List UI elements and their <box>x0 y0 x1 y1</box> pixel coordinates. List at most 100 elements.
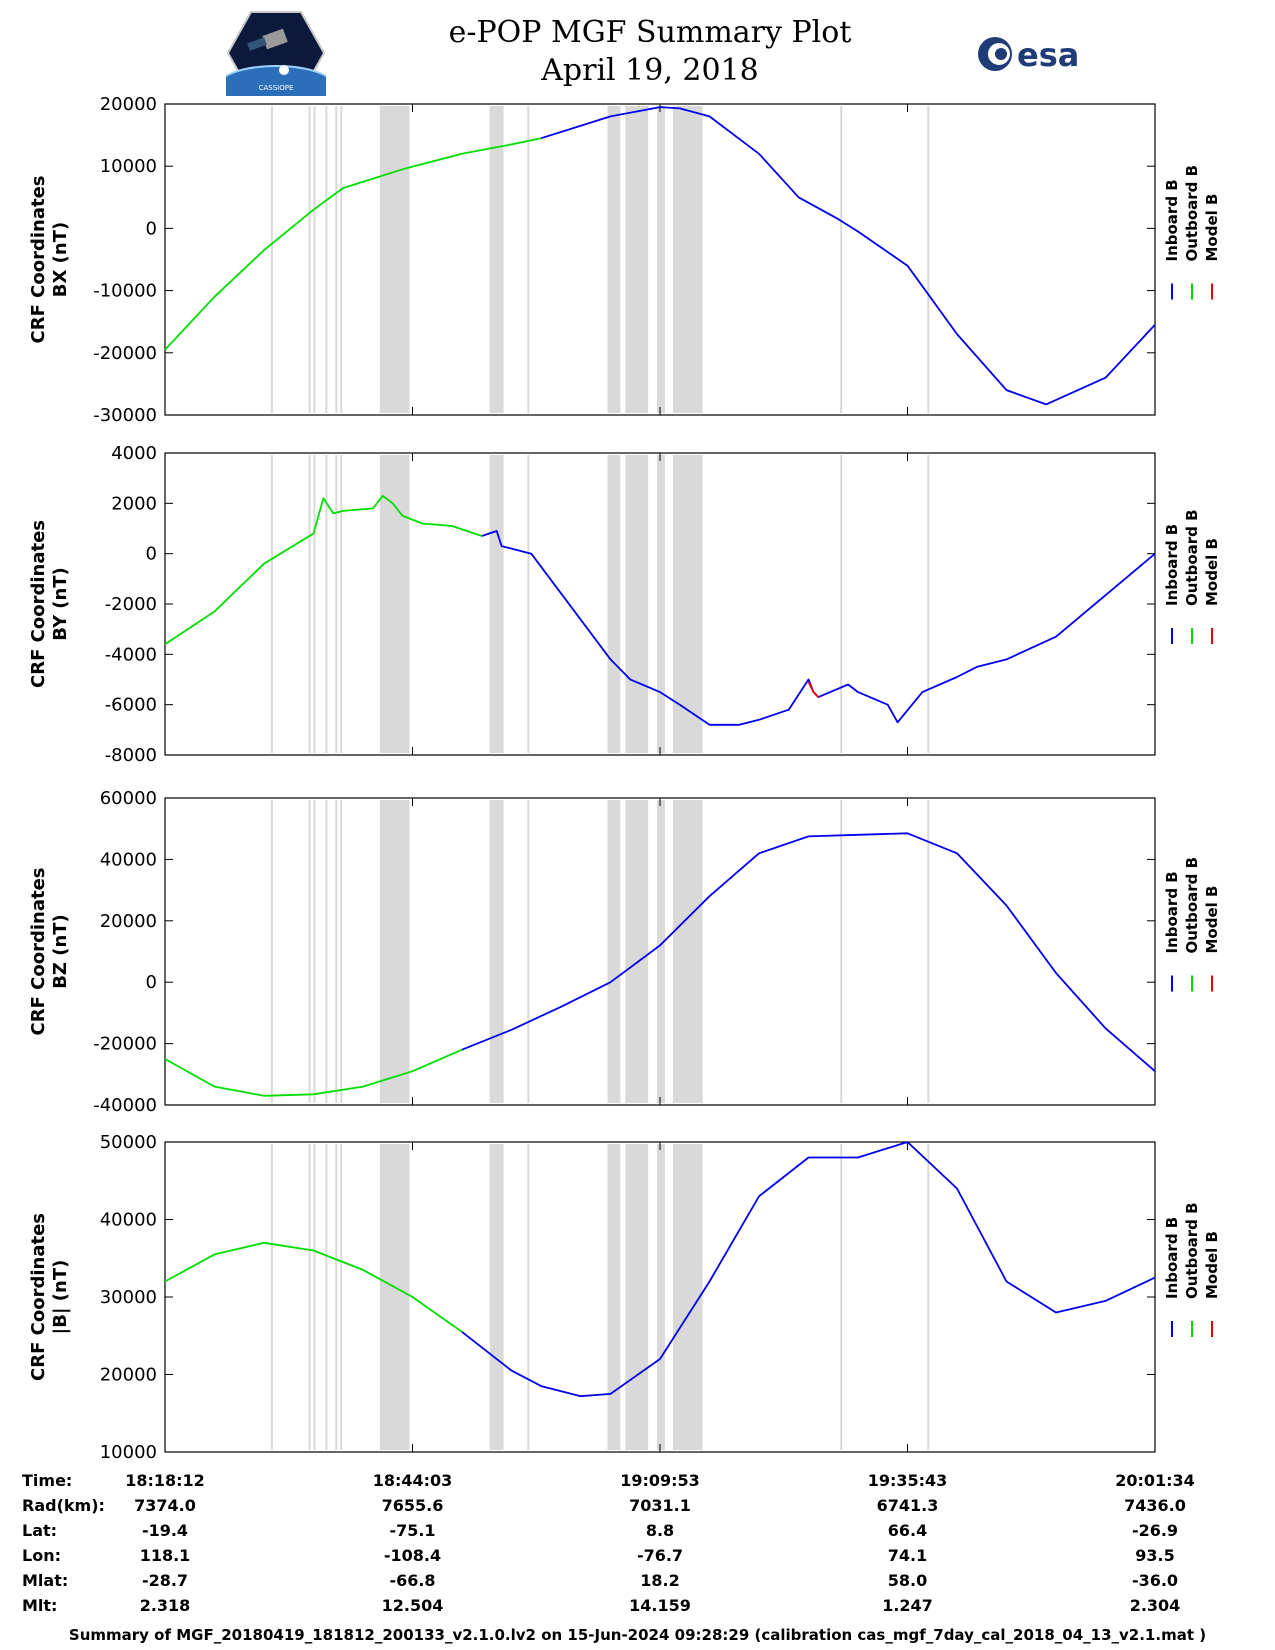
y-tick-label: 50000 <box>100 1132 157 1153</box>
series-line-outboard-b <box>164 1048 463 1097</box>
legend-label: Outboard B <box>1183 1202 1201 1299</box>
info-value: 93.5 <box>1135 1546 1174 1565</box>
info-value: -108.4 <box>384 1546 441 1565</box>
info-row-label: Mlat: <box>22 1571 68 1590</box>
y-tick-label: -2000 <box>105 594 157 615</box>
legend-label: Inboard B <box>1163 524 1181 606</box>
data-gap-band <box>489 1144 504 1450</box>
info-value: 7436.0 <box>1124 1496 1186 1515</box>
cassiope-logo: CASSIOPE <box>226 11 326 96</box>
legend-label: Model B <box>1203 194 1221 262</box>
title-line-2: April 19, 2018 <box>541 53 759 88</box>
y-axis-label-line1: CRF Coordinates <box>28 868 49 1036</box>
y-tick-label: 60000 <box>100 788 157 809</box>
info-value: -76.7 <box>637 1546 683 1565</box>
panel-2: 4000 2000 0 -2000 -4000 -6000 -8000 CRF Coordin… <box>28 443 1221 766</box>
y-tick-label: 0 <box>146 218 157 239</box>
info-value: 6741.3 <box>877 1496 939 1515</box>
y-tick-label: 20000 <box>100 1365 157 1386</box>
data-gap-band <box>379 455 410 753</box>
data-gap-band <box>379 1144 410 1450</box>
y-tick-label: 10000 <box>100 156 157 177</box>
info-value: -66.8 <box>389 1571 435 1590</box>
info-value: 7655.6 <box>382 1496 444 1515</box>
esa-logo-text: esa <box>1017 36 1079 74</box>
cassiope-logo-text: CASSIOPE <box>259 84 294 92</box>
legend-label: Inboard B <box>1163 179 1181 261</box>
legend-label: Model B <box>1203 886 1221 954</box>
info-value: 58.0 <box>888 1571 927 1590</box>
info-value: 12.504 <box>382 1596 444 1615</box>
info-value: 74.1 <box>888 1546 927 1565</box>
panel-1: 20000 10000 0 -10000 -20000 -30000 CRF Coordin… <box>28 94 1221 426</box>
data-gap-band <box>657 106 665 413</box>
legend-label: Outboard B <box>1183 509 1201 606</box>
info-value: 18.2 <box>640 1571 679 1590</box>
info-value: -28.7 <box>142 1571 188 1590</box>
data-gap-band <box>489 800 504 1103</box>
y-axis-label-line2: BZ (nT) <box>50 914 71 989</box>
series-line-model-b <box>807 681 820 698</box>
y-tick-label: 20000 <box>100 94 157 115</box>
data-gap-band <box>657 1144 665 1450</box>
y-tick-label: 30000 <box>100 1287 157 1308</box>
data-gap-band <box>625 106 649 413</box>
info-value: -75.1 <box>389 1521 435 1540</box>
series-line-outboard-b <box>164 137 542 351</box>
y-axis-label-line2: BY (nT) <box>50 567 71 641</box>
info-value: 7031.1 <box>629 1496 691 1515</box>
legend-label: Model B <box>1203 538 1221 606</box>
y-tick-label: -20000 <box>93 343 157 364</box>
data-gap-band <box>489 106 504 413</box>
y-axis-label-line1: CRF Coordinates <box>28 520 49 688</box>
data-gap-band <box>625 800 649 1103</box>
series-line-outboard-b <box>164 1241 463 1333</box>
info-row-label: Rad(km): <box>22 1496 105 1515</box>
info-value: 18:44:03 <box>373 1471 453 1490</box>
y-tick-label: 10000 <box>100 1442 157 1463</box>
y-axis-label-line1: CRF Coordinates <box>28 1213 49 1381</box>
y-tick-label: 4000 <box>111 443 157 464</box>
info-value: 118.1 <box>140 1546 191 1565</box>
info-value: 8.8 <box>646 1521 674 1540</box>
series-line-outboard-b <box>164 494 483 646</box>
y-tick-label: -40000 <box>93 1095 157 1116</box>
info-value: 2.318 <box>140 1596 191 1615</box>
data-gap-band <box>672 1144 703 1450</box>
data-gap-band <box>657 455 665 753</box>
data-gap-band <box>657 800 665 1103</box>
data-gap-band <box>672 106 703 413</box>
panel-3: 60000 40000 20000 0 -20000 -40000 CRF Coordina… <box>28 788 1221 1116</box>
y-tick-label: -6000 <box>105 695 157 716</box>
plot-title: e-POP MGF Summary Plot April 19, 2018 <box>380 14 920 90</box>
series-line-inboard-b <box>540 106 1156 406</box>
data-gap-band <box>489 455 504 753</box>
data-gap-band <box>672 455 703 753</box>
y-axis-label-line1: CRF Coordinates <box>28 176 49 344</box>
series-line-inboard-b <box>481 530 1156 726</box>
info-value: -19.4 <box>142 1521 188 1540</box>
info-value: 7374.0 <box>134 1496 196 1515</box>
y-tick-label: -4000 <box>105 644 157 665</box>
y-tick-label: 0 <box>146 544 157 565</box>
y-tick-label: 40000 <box>100 849 157 870</box>
info-row-label: Time: <box>22 1471 72 1490</box>
footer-caption: Summary of MGF_20180419_181812_200133_v2… <box>68 1626 1207 1644</box>
info-value: 18:18:12 <box>125 1471 205 1490</box>
legend-label: Outboard B <box>1183 857 1201 954</box>
legend-label: Model B <box>1203 1231 1221 1299</box>
y-axis-label-line2: BX (nT) <box>50 222 71 297</box>
info-value: 66.4 <box>888 1521 927 1540</box>
y-tick-label: -8000 <box>105 745 157 766</box>
info-value: 2.304 <box>1130 1596 1181 1615</box>
y-axis-label-line2: |B| (nT) <box>50 1260 71 1335</box>
info-value: -26.9 <box>1132 1521 1178 1540</box>
info-value: -36.0 <box>1132 1571 1178 1590</box>
esa-logo: esa <box>978 36 1079 74</box>
y-tick-label: 2000 <box>111 493 157 514</box>
legend-label: Outboard B <box>1183 165 1201 262</box>
series-line-inboard-b <box>461 832 1156 1072</box>
data-gap-band <box>379 106 410 413</box>
data-gap-band <box>625 1144 649 1450</box>
